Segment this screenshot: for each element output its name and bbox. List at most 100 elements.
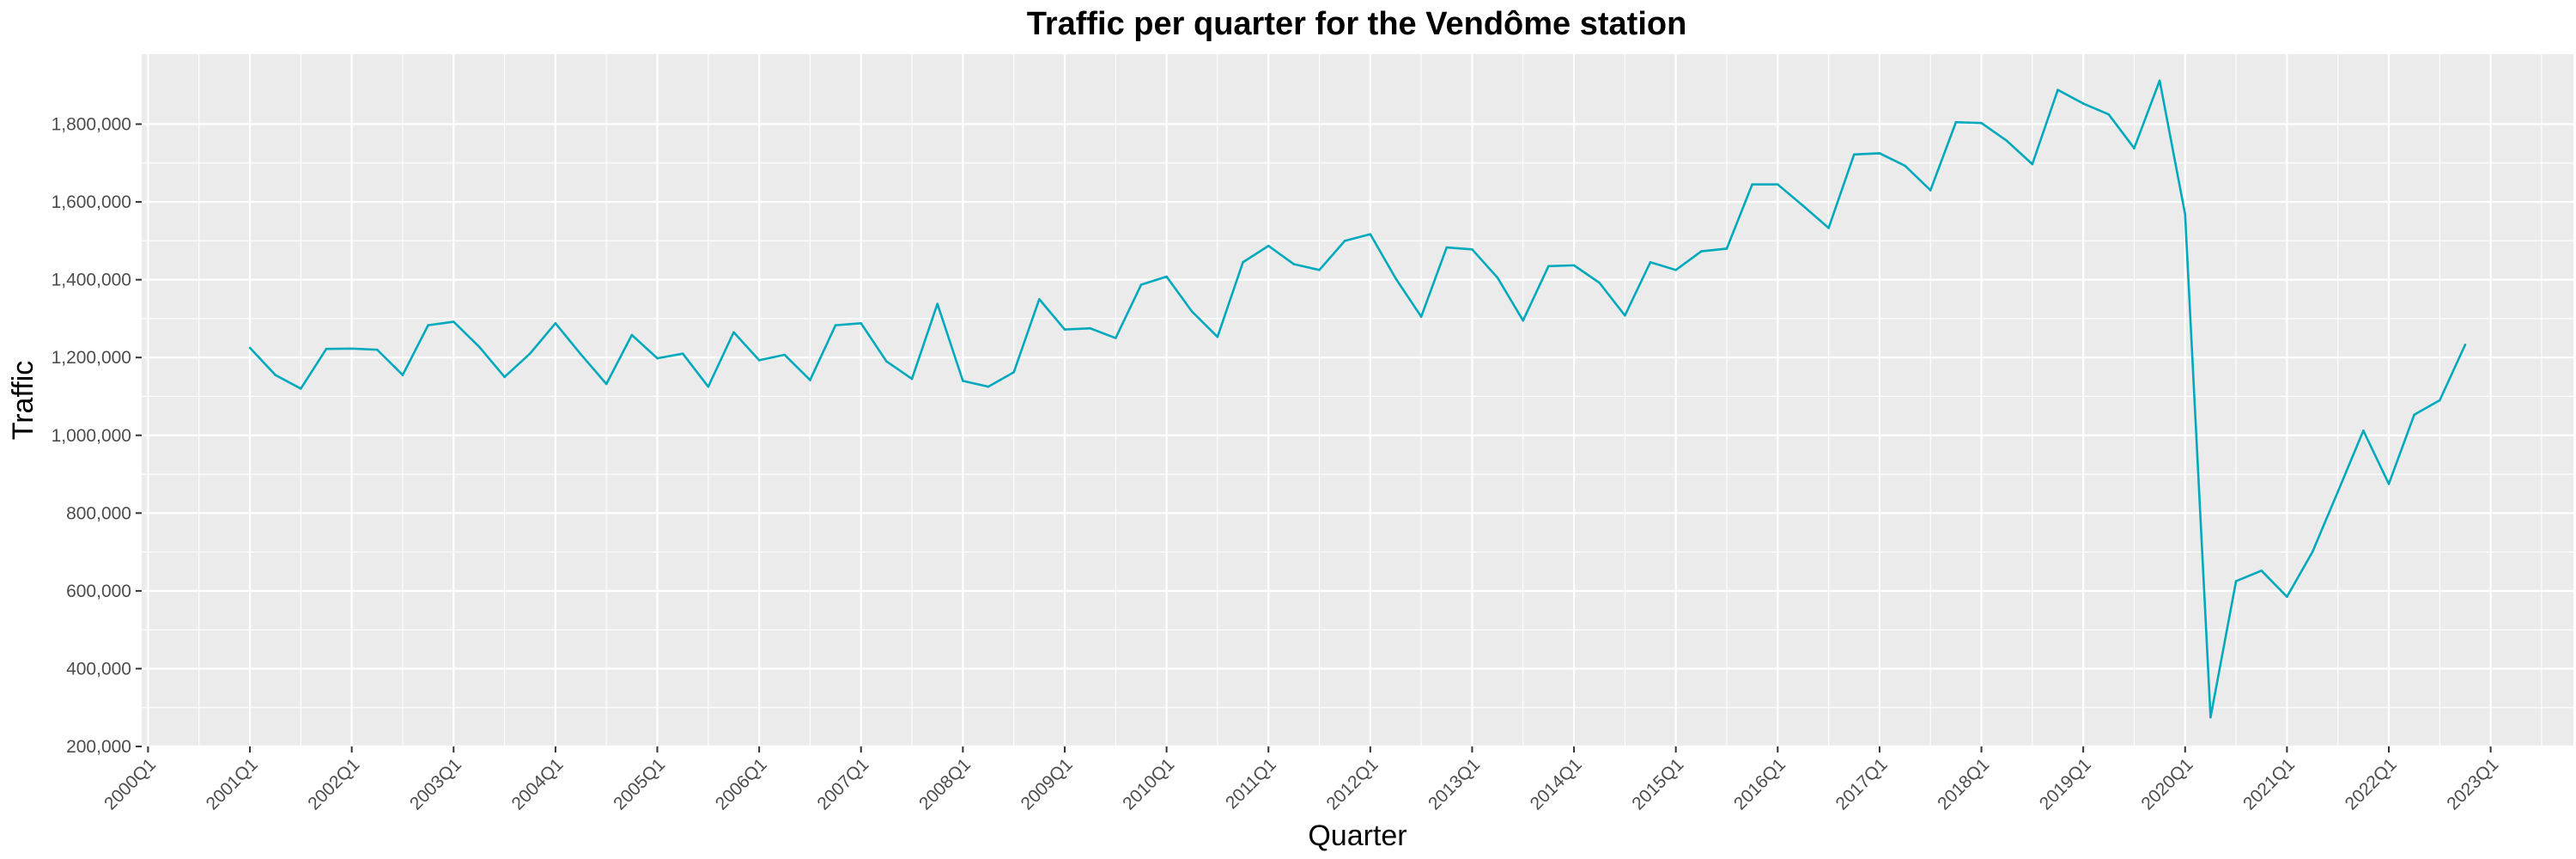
data-point <box>2158 79 2161 82</box>
data-point <box>1139 283 1143 286</box>
data-point <box>2260 570 2263 572</box>
x-axis-title: Quarter <box>1308 819 1406 852</box>
x-tick-label: 2009Q1 <box>1018 754 1077 813</box>
y-tick-label: 1,000,000 <box>52 426 131 446</box>
data-point <box>2107 113 2111 116</box>
x-tick-label: 2023Q1 <box>2443 754 2502 813</box>
data-point <box>1827 227 1830 229</box>
data-points <box>248 79 2467 719</box>
data-point <box>1878 152 1881 155</box>
data-point <box>248 346 252 350</box>
data-point <box>1522 319 1525 322</box>
data-point <box>1624 314 1626 317</box>
y-tick-label: 400,000 <box>66 659 131 679</box>
data-point <box>376 348 379 351</box>
data-point <box>783 353 787 356</box>
data-point <box>2336 490 2339 493</box>
data-point <box>427 324 429 326</box>
x-tick-label: 2008Q1 <box>915 754 975 813</box>
data-point <box>1852 153 1856 156</box>
data-point <box>1343 240 1346 242</box>
data-point <box>2081 102 2085 105</box>
data-point <box>2234 580 2238 582</box>
y-tick-label: 800,000 <box>66 503 131 523</box>
data-point <box>580 353 582 356</box>
x-tick-label: 2014Q1 <box>1527 754 1586 813</box>
x-tick-label: 2010Q1 <box>1119 754 1178 813</box>
x-tick-label: 2022Q1 <box>2342 754 2401 813</box>
data-point <box>2464 343 2467 346</box>
y-tick-label: 1,800,000 <box>52 115 131 135</box>
data-point <box>350 347 353 350</box>
x-tick-label: 2004Q1 <box>507 754 567 813</box>
data-point <box>401 374 404 376</box>
data-point <box>1700 250 1703 253</box>
data-point <box>1190 310 1194 314</box>
data-point <box>1445 246 1449 249</box>
y-tick-label: 1,400,000 <box>52 271 131 290</box>
x-tick-label: 2019Q1 <box>2036 754 2095 813</box>
data-point <box>1496 277 1499 279</box>
data-point <box>605 382 608 386</box>
data-point <box>1318 269 1321 271</box>
data-point <box>452 320 455 323</box>
x-axis: 2000Q1 2001Q1 2002Q1 2003Q1 2004Q1 2005Q1 2006… <box>100 746 2502 814</box>
data-point <box>885 360 888 363</box>
data-point <box>809 379 811 381</box>
plot-panel <box>142 54 2573 746</box>
data-point <box>1369 233 1372 235</box>
data-point <box>325 347 328 350</box>
data-point <box>1242 260 1244 264</box>
data-point <box>1980 121 1983 125</box>
data-point <box>1572 264 1576 267</box>
minor-gridlines <box>142 54 2573 746</box>
data-point <box>2057 88 2059 91</box>
data-point <box>503 375 506 379</box>
x-tick-label: 2017Q1 <box>1832 754 1892 813</box>
data-point <box>2209 716 2212 719</box>
data-point <box>1471 248 1473 251</box>
data-point <box>1674 269 1677 271</box>
x-tick-label: 2005Q1 <box>610 754 669 813</box>
y-tick-label: 200,000 <box>66 737 131 757</box>
y-tick-label: 1,600,000 <box>52 192 131 212</box>
data-point <box>834 324 837 326</box>
data-point <box>681 352 684 355</box>
data-point <box>1419 315 1423 318</box>
x-tick-label: 2002Q1 <box>304 754 363 813</box>
data-point <box>2031 162 2034 166</box>
x-tick-label: 2016Q1 <box>1730 754 1789 813</box>
x-tick-label: 2001Q1 <box>203 754 262 813</box>
x-tick-label: 2020Q1 <box>2137 754 2196 813</box>
data-point <box>2362 430 2365 432</box>
data-point <box>1725 247 1728 250</box>
data-point <box>1929 189 1932 192</box>
x-tick-label: 2013Q1 <box>1425 754 1484 813</box>
data-point <box>1801 204 1805 207</box>
data-point <box>2184 213 2187 216</box>
data-point <box>300 387 302 390</box>
data-point <box>1114 337 1117 339</box>
data-point <box>1292 263 1296 265</box>
data-point <box>1089 326 1091 330</box>
data-point <box>2005 139 2008 143</box>
data-point <box>1063 328 1066 331</box>
data-point <box>860 322 863 325</box>
data-point <box>732 331 735 334</box>
data-point <box>656 356 659 360</box>
data-point <box>1012 371 1015 374</box>
data-point <box>1598 281 1601 284</box>
data-point <box>274 374 276 376</box>
data-point <box>2286 595 2288 598</box>
data-point <box>1038 297 1041 301</box>
x-tick-label: 2000Q1 <box>100 754 160 813</box>
data-point <box>1165 275 1168 278</box>
traffic-series-line <box>249 79 2467 719</box>
data-point <box>1216 335 1219 338</box>
data-point <box>1547 265 1550 268</box>
data-point <box>962 380 964 382</box>
y-tick-label: 600,000 <box>66 582 131 601</box>
x-tick-label: 2012Q1 <box>1322 754 1382 813</box>
data-point <box>2133 147 2136 149</box>
chart-title: Traffic per quarter for the Vendôme stat… <box>1027 6 1687 42</box>
